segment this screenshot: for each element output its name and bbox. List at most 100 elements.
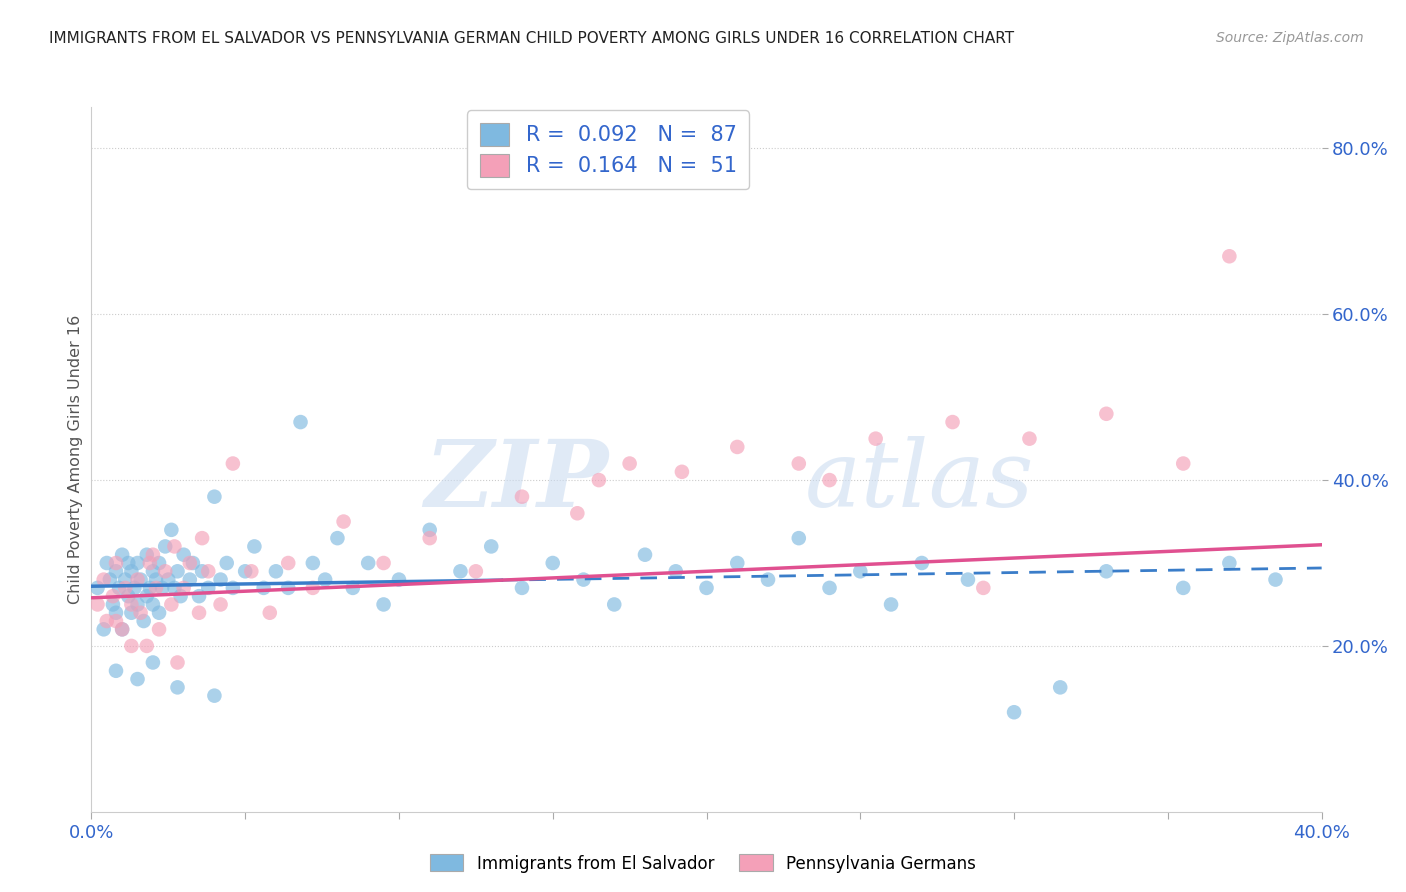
Point xyxy=(173,548,195,562)
Point xyxy=(111,623,134,637)
Point xyxy=(202,689,225,703)
Point xyxy=(1173,457,1195,471)
Point xyxy=(314,573,336,587)
Point xyxy=(942,415,965,429)
Point xyxy=(148,556,170,570)
Point xyxy=(181,556,204,570)
Point xyxy=(818,581,841,595)
Point xyxy=(139,581,162,595)
Point xyxy=(105,564,127,578)
Point xyxy=(148,623,170,637)
Point xyxy=(145,581,167,595)
Point xyxy=(277,581,299,595)
Point xyxy=(153,540,177,554)
Point xyxy=(93,573,115,587)
Point xyxy=(145,573,167,587)
Point xyxy=(787,531,810,545)
Point xyxy=(880,598,903,612)
Point xyxy=(157,573,180,587)
Point xyxy=(93,623,115,637)
Point xyxy=(124,581,146,595)
Point xyxy=(120,564,142,578)
Point xyxy=(117,556,139,570)
Point xyxy=(301,556,323,570)
Point xyxy=(1173,581,1195,595)
Point xyxy=(541,556,564,570)
Point xyxy=(603,598,626,612)
Point xyxy=(911,556,934,570)
Point xyxy=(222,457,245,471)
Point xyxy=(290,415,312,429)
Point xyxy=(142,656,165,670)
Point xyxy=(98,573,121,587)
Point xyxy=(259,606,281,620)
Point xyxy=(179,573,201,587)
Point xyxy=(1018,432,1040,446)
Point xyxy=(188,589,211,603)
Point xyxy=(127,598,149,612)
Point xyxy=(111,548,134,562)
Point xyxy=(1049,681,1071,695)
Point xyxy=(619,457,641,471)
Point xyxy=(264,564,287,578)
Point xyxy=(572,573,595,587)
Point xyxy=(253,581,276,595)
Point xyxy=(277,556,299,570)
Text: Source: ZipAtlas.com: Source: ZipAtlas.com xyxy=(1216,31,1364,45)
Point xyxy=(135,548,157,562)
Point xyxy=(105,606,127,620)
Point xyxy=(127,672,149,686)
Point xyxy=(326,531,349,545)
Text: atlas: atlas xyxy=(804,435,1035,525)
Point xyxy=(1218,556,1240,570)
Text: IMMIGRANTS FROM EL SALVADOR VS PENNSYLVANIA GERMAN CHILD POVERTY AMONG GIRLS UND: IMMIGRANTS FROM EL SALVADOR VS PENNSYLVA… xyxy=(49,31,1014,46)
Point xyxy=(332,515,354,529)
Point xyxy=(163,540,186,554)
Point xyxy=(972,581,994,595)
Point xyxy=(96,614,118,628)
Point xyxy=(209,598,232,612)
Point xyxy=(142,548,165,562)
Point xyxy=(120,598,142,612)
Legend: R =  0.092   N =  87, R =  0.164   N =  51: R = 0.092 N = 87, R = 0.164 N = 51 xyxy=(467,111,749,189)
Point xyxy=(243,540,266,554)
Point xyxy=(215,556,238,570)
Point xyxy=(153,564,177,578)
Point xyxy=(357,556,380,570)
Point xyxy=(464,564,486,578)
Point xyxy=(449,564,471,578)
Point xyxy=(725,556,748,570)
Point xyxy=(86,598,108,612)
Point xyxy=(191,531,214,545)
Point xyxy=(132,614,155,628)
Point xyxy=(849,564,872,578)
Point xyxy=(956,573,979,587)
Point xyxy=(696,581,718,595)
Point xyxy=(301,581,323,595)
Point xyxy=(209,573,232,587)
Point xyxy=(120,639,142,653)
Point xyxy=(166,681,188,695)
Point xyxy=(127,556,149,570)
Point xyxy=(127,573,149,587)
Legend: Immigrants from El Salvador, Pennsylvania Germans: Immigrants from El Salvador, Pennsylvani… xyxy=(423,847,983,880)
Point xyxy=(818,473,841,487)
Point xyxy=(86,581,108,595)
Point xyxy=(101,589,124,603)
Point xyxy=(865,432,887,446)
Point xyxy=(111,623,134,637)
Point xyxy=(166,656,188,670)
Point xyxy=(479,540,502,554)
Point xyxy=(117,589,139,603)
Point xyxy=(1095,407,1118,421)
Point xyxy=(188,606,211,620)
Y-axis label: Child Poverty Among Girls Under 16: Child Poverty Among Girls Under 16 xyxy=(67,315,83,604)
Point xyxy=(1095,564,1118,578)
Point xyxy=(222,581,245,595)
Point xyxy=(671,465,693,479)
Point xyxy=(142,598,165,612)
Point xyxy=(163,581,186,595)
Point xyxy=(148,606,170,620)
Point xyxy=(142,564,165,578)
Point xyxy=(240,564,263,578)
